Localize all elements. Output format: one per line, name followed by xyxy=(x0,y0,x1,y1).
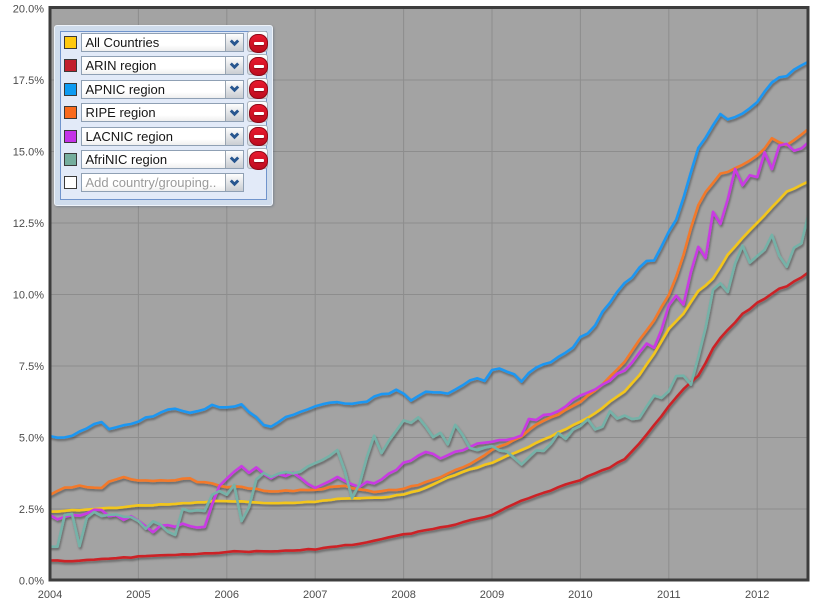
svg-text:2007: 2007 xyxy=(303,589,327,601)
svg-text:20.0%: 20.0% xyxy=(13,4,44,16)
svg-text:2005: 2005 xyxy=(126,589,150,601)
svg-text:12.5%: 12.5% xyxy=(13,218,44,230)
svg-text:0.0%: 0.0% xyxy=(19,576,44,588)
svg-text:2012: 2012 xyxy=(745,589,769,601)
svg-text:2006: 2006 xyxy=(215,589,239,601)
svg-text:2010: 2010 xyxy=(568,589,592,601)
svg-text:2011: 2011 xyxy=(657,589,681,601)
svg-text:5.0%: 5.0% xyxy=(19,433,44,445)
svg-text:15.0%: 15.0% xyxy=(13,147,44,159)
svg-text:2008: 2008 xyxy=(391,589,415,601)
svg-text:2009: 2009 xyxy=(480,589,504,601)
svg-text:10.0%: 10.0% xyxy=(13,290,44,302)
svg-text:17.5%: 17.5% xyxy=(13,75,44,87)
svg-text:2004: 2004 xyxy=(38,589,62,601)
svg-text:7.5%: 7.5% xyxy=(19,361,44,373)
svg-text:2.5%: 2.5% xyxy=(19,504,44,516)
